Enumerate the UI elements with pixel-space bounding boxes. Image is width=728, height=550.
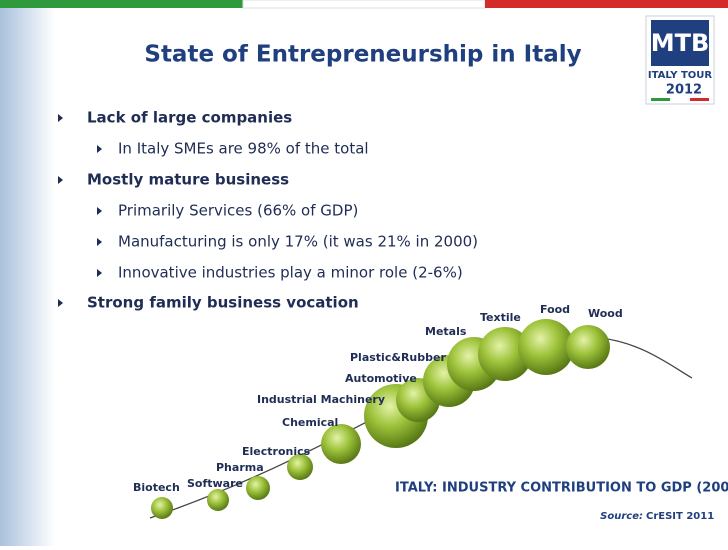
logo-tour: ITALY TOUR [648, 70, 712, 81]
bullet-arrow [58, 299, 63, 307]
node-label: Chemical [282, 416, 338, 429]
logo-red [690, 98, 709, 101]
bullet: Lack of large companies [87, 109, 292, 127]
node-label: Biotech [133, 481, 180, 494]
bubble [518, 319, 574, 375]
node-label: Pharma [216, 461, 264, 474]
flag-red [485, 0, 728, 8]
logo: MTB ITALY TOUR 2012 [645, 15, 715, 105]
bullet-arrow [97, 207, 102, 215]
node-label: Electronics [242, 445, 311, 458]
bubble [321, 424, 361, 464]
source-label: Source: [600, 511, 643, 522]
sub-bullet: In Italy SMEs are 98% of the total [118, 140, 369, 158]
logo-block [651, 20, 709, 66]
logo-brand: MTB [651, 29, 710, 57]
node-label: Wood [588, 307, 623, 320]
sub-bullet: Innovative industries play a minor role … [118, 264, 463, 282]
bullet-arrow [58, 114, 63, 122]
bubble [207, 489, 229, 511]
bullet-arrow [58, 176, 63, 184]
bullet: Mostly mature business [87, 171, 289, 189]
bullet-list: Lack of large companies In Italy SMEs are… [58, 109, 478, 312]
node-label: Software [187, 477, 243, 490]
node-label: Metals [425, 325, 467, 338]
bubble [287, 454, 313, 480]
bullet-arrow [97, 238, 102, 246]
flag-white [242, 0, 486, 9]
bullet: Strong family business vocation [87, 294, 359, 312]
logo-year: 2012 [666, 83, 702, 98]
side-band [0, 0, 55, 546]
sub-bullet: Manufacturing is only 17% (it was 21% in… [118, 233, 478, 251]
bubble [246, 476, 270, 500]
node-label: Food [540, 303, 570, 316]
bubble [566, 325, 610, 369]
flag-green [0, 0, 243, 8]
node-label: Textile [480, 311, 521, 324]
node-label: Industrial Machinery [257, 393, 385, 406]
bullet-arrow [97, 145, 102, 153]
bullet-arrow [97, 269, 102, 277]
diagram: Biotech Software Pharma Electronics Chemical… [133, 303, 623, 519]
bubble [151, 497, 173, 519]
bubble [478, 327, 532, 381]
logo-green [651, 98, 670, 101]
title: State of Entrepreneurship in Italy [144, 42, 581, 68]
source-text: CrESIT 2011 [646, 511, 714, 522]
node-label: Plastic&Rubber [350, 351, 446, 364]
sub-bullet: Primarily Services (66% of GDP) [118, 202, 358, 220]
node-label: Automotive [345, 372, 417, 385]
caption: ITALY: INDUSTRY CONTRIBUTION TO GDP (200… [395, 481, 728, 496]
